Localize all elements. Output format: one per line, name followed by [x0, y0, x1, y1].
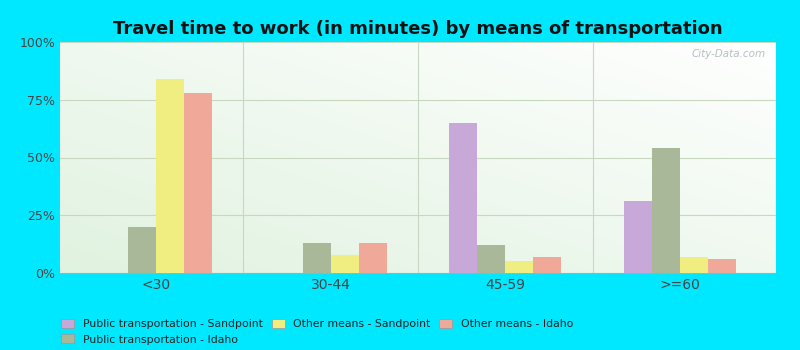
Bar — [680, 257, 708, 273]
Bar — [708, 259, 736, 273]
Legend: Public transportation - Sandpoint, Public transportation - Idaho, Other means - : Public transportation - Sandpoint, Publi… — [62, 319, 574, 345]
Bar — [652, 148, 680, 273]
Bar — [478, 245, 506, 273]
Bar — [128, 227, 156, 273]
Bar — [156, 79, 184, 273]
Text: City-Data.com: City-Data.com — [691, 49, 766, 59]
Bar — [184, 93, 212, 273]
Bar — [358, 243, 386, 273]
Bar — [506, 261, 534, 273]
Title: Travel time to work (in minutes) by means of transportation: Travel time to work (in minutes) by mean… — [113, 20, 723, 38]
Bar — [534, 257, 562, 273]
Bar — [302, 243, 330, 273]
Bar — [330, 254, 358, 273]
Bar — [624, 201, 652, 273]
Bar — [450, 123, 478, 273]
